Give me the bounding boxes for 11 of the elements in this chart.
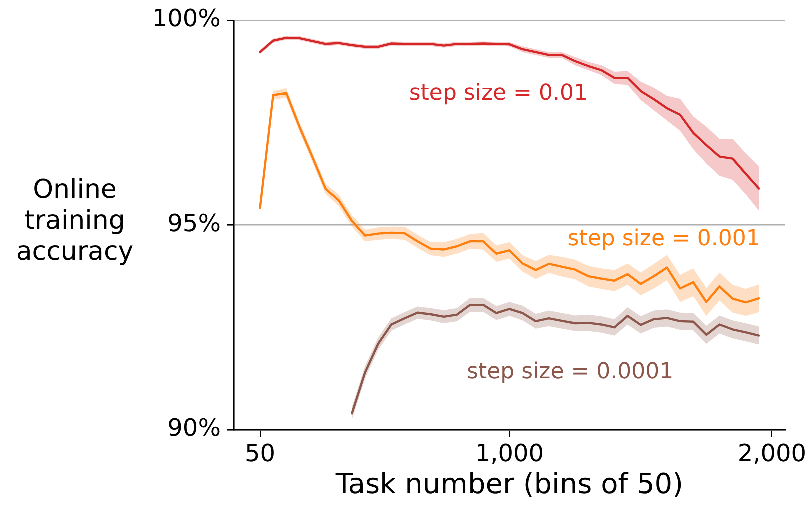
x-tick-label: 2,000 (738, 440, 807, 468)
y-tick-label: 95% (168, 209, 221, 238)
series-label: step size = 0.0001 (467, 359, 674, 384)
x-axis-title: Task number (bins of 50) (334, 467, 684, 500)
series-label: step size = 0.001 (568, 226, 760, 252)
y-tick-label: 90% (168, 414, 221, 442)
x-tick-label: 50 (244, 440, 276, 468)
series-label: step size = 0.01 (409, 80, 588, 106)
x-tick-label: 1,000 (475, 440, 544, 468)
y-tick-label: 100% (152, 4, 221, 33)
y-axis-title: Online training accuracy (15, 175, 135, 268)
